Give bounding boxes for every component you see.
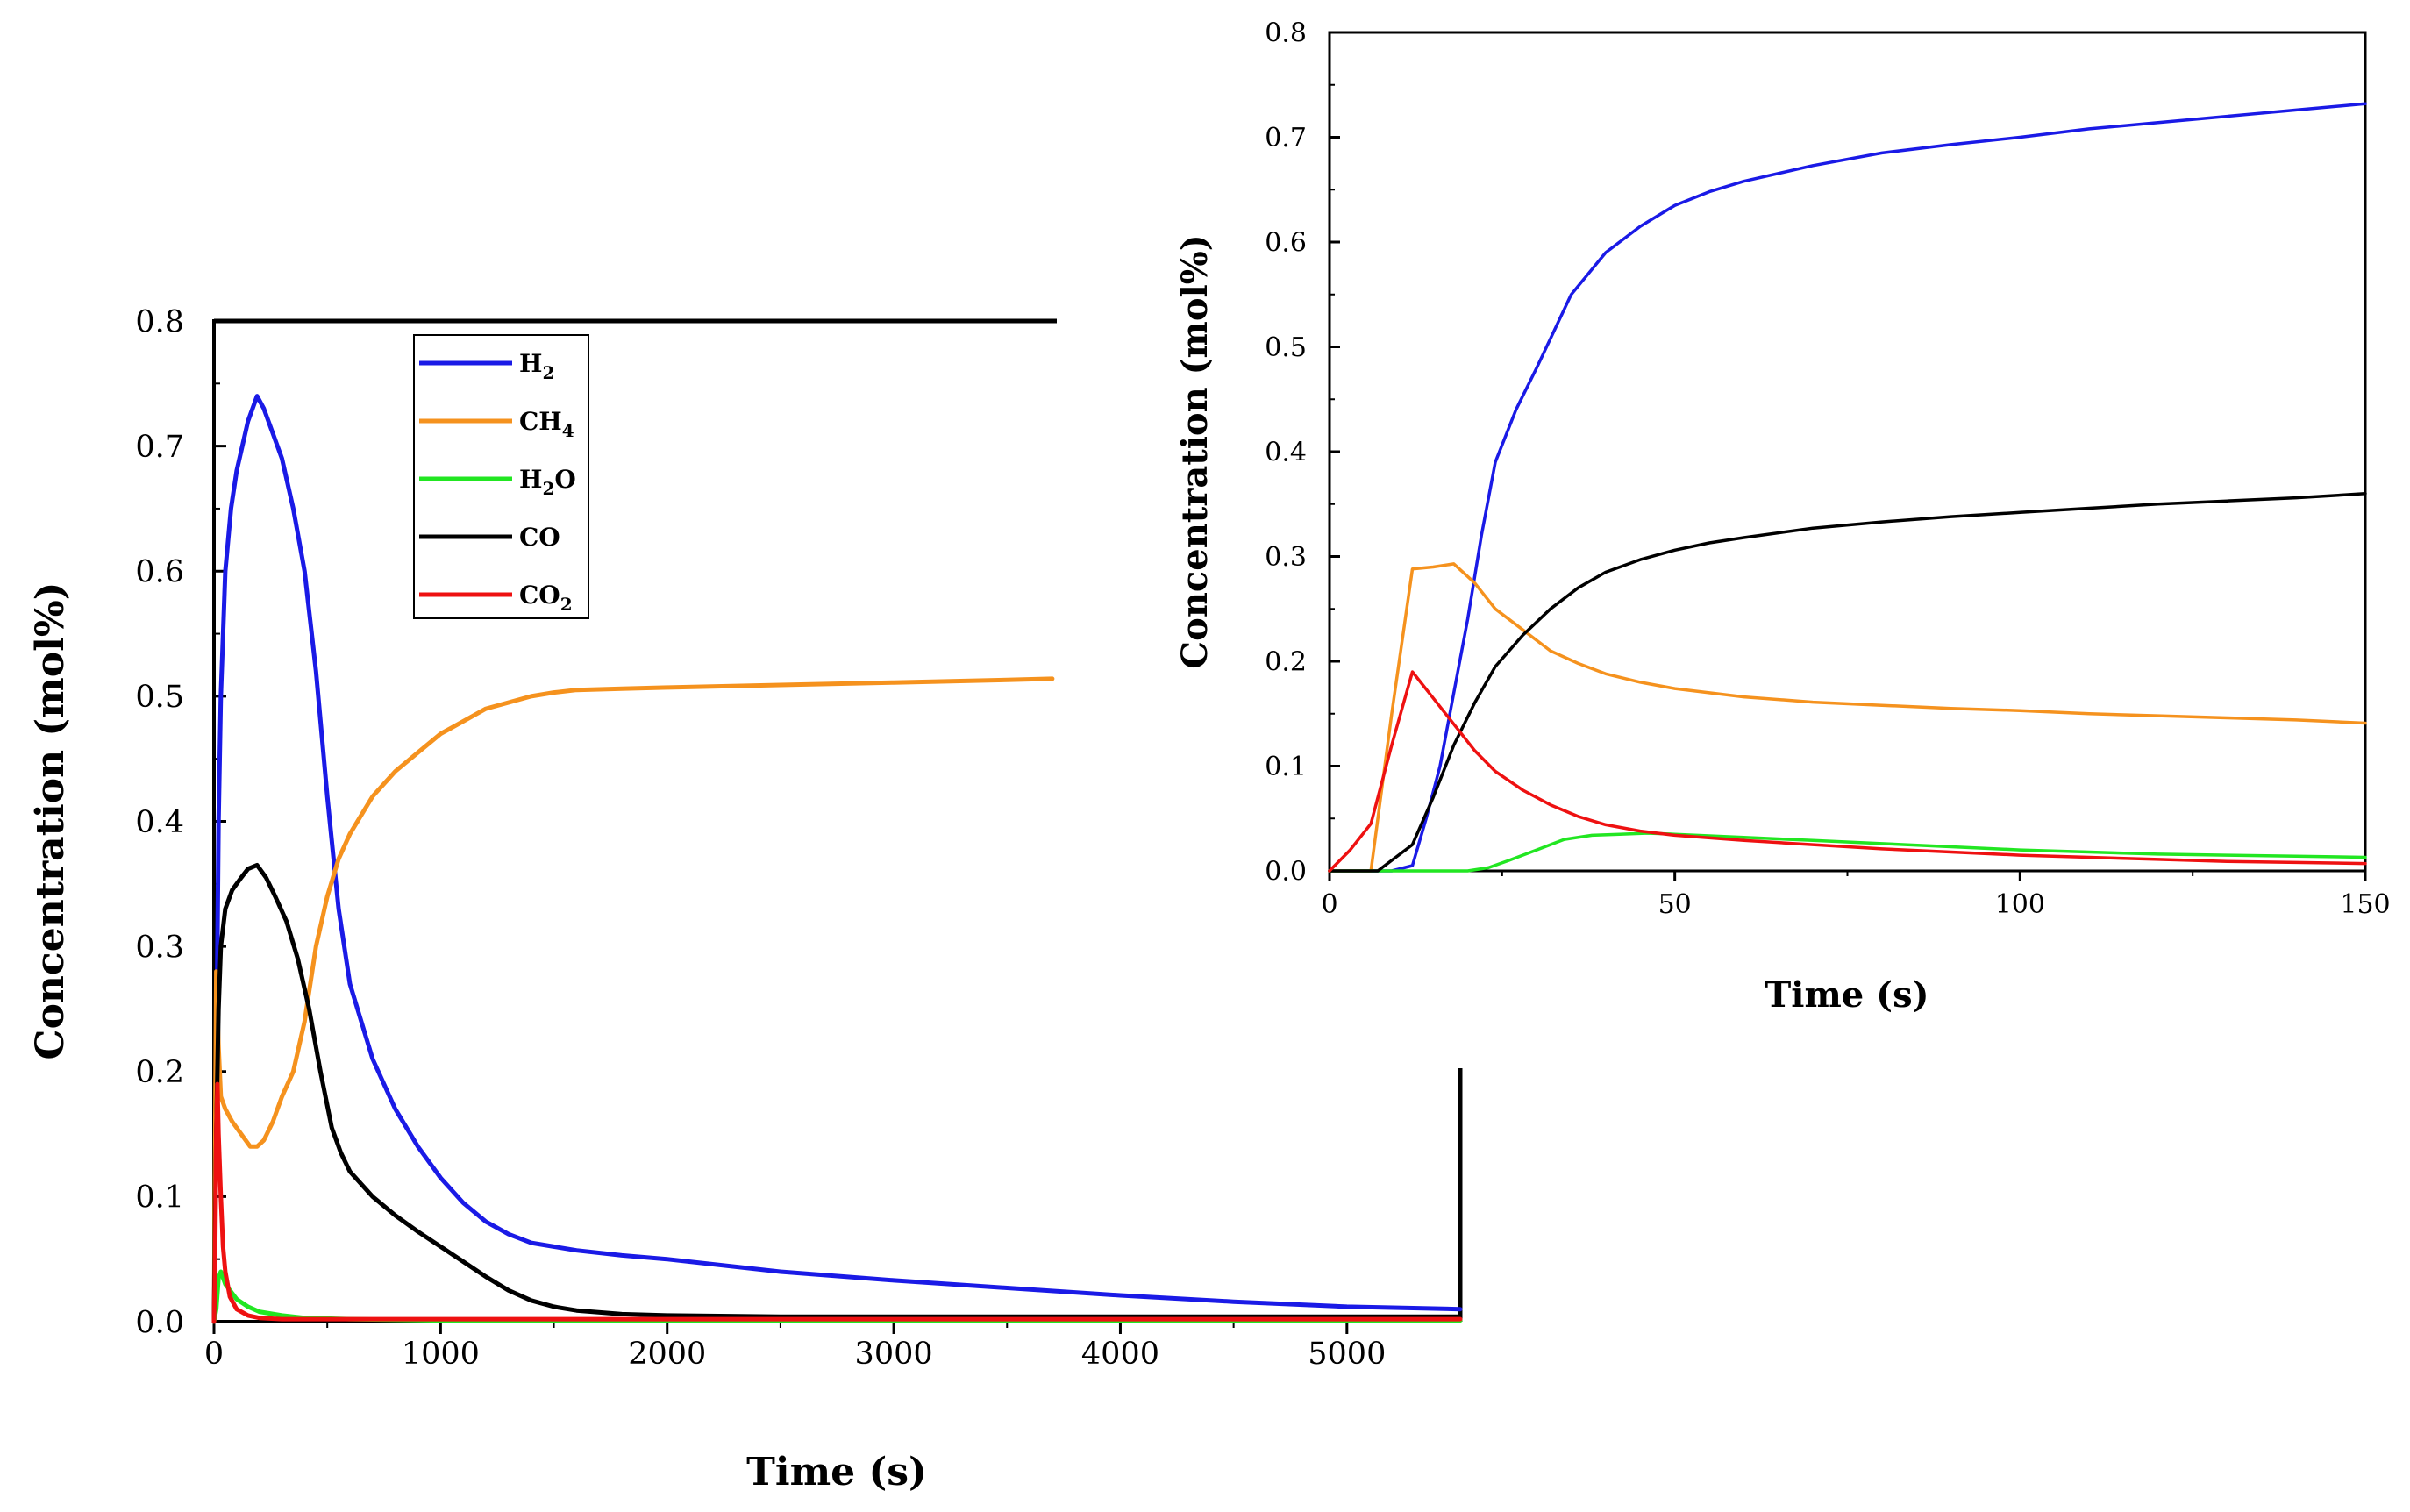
inset-series-lines: [1328, 102, 2367, 873]
y-tick-label: 0.5: [1265, 332, 1307, 363]
y-tick-label: 0.0: [135, 1305, 184, 1340]
series-line-ch4: [1328, 562, 2367, 873]
legend-label: CO2: [519, 581, 573, 615]
x-tick-label: 50: [1658, 889, 1692, 920]
y-tick-label: 0.8: [1265, 18, 1307, 49]
y-tick-label: 0.3: [1265, 542, 1307, 573]
main-ticks: 0.0 0.1 0.2 0.3 0.4 0.5 0.6 0.7 0.8 0 1000 2000 3000…: [135, 304, 1386, 1372]
x-tick-label: 2000: [628, 1337, 706, 1372]
legend: H2 CH4 H2O CO CO2: [413, 334, 589, 619]
x-tick-label: 4000: [1081, 1337, 1159, 1372]
y-tick-label: 0.2: [135, 1055, 184, 1090]
inset-chart: 0.0 0.1 0.2 0.3 0.4 0.5 0.6 0.7 0.8 0 50 100 150 Tim…: [1174, 18, 2391, 1016]
inset-x-axis-title: Time (s): [1765, 974, 1929, 1016]
series-line-co: [1328, 492, 2367, 873]
series-line-co: [211, 862, 1463, 1324]
y-tick-label: 0.4: [1265, 438, 1307, 468]
y-tick-label: 0.1: [1265, 752, 1307, 782]
legend-label: CH4: [519, 407, 574, 441]
series-line-ch4: [211, 676, 1055, 1324]
x-tick-label: 0: [204, 1337, 224, 1372]
legend-label: H2O: [519, 465, 576, 499]
x-tick-label: 100: [1995, 889, 2045, 920]
inset-ticks: 0.0 0.1 0.2 0.3 0.4 0.5 0.6 0.7 0.8 0 50 100 150: [1265, 18, 2390, 921]
series-line-h2o: [1328, 831, 2367, 873]
y-tick-label: 0.7: [1265, 123, 1307, 153]
series-line-co2: [1328, 670, 2367, 873]
y-tick-label: 0.3: [135, 930, 184, 965]
series-line-h2: [1328, 102, 2367, 873]
y-tick-label: 0.1: [135, 1180, 184, 1216]
x-tick-label: 5000: [1308, 1337, 1386, 1372]
x-tick-label: 1000: [402, 1337, 480, 1372]
y-tick-label: 0.0: [1265, 857, 1307, 888]
main-x-axis-title: Time (s): [746, 1450, 927, 1494]
series-line-h2: [211, 394, 1463, 1324]
y-tick-label: 0.6: [1265, 228, 1307, 259]
x-tick-label: 0: [1321, 889, 1337, 920]
y-tick-label: 0.4: [135, 805, 184, 840]
main-chart: 0.0 0.1 0.2 0.3 0.4 0.5 0.6 0.7 0.8 0 1000 2000 3000…: [28, 304, 1463, 1494]
y-tick-label: 0.7: [135, 430, 184, 465]
y-tick-label: 0.5: [135, 680, 184, 715]
series-line-h2o: [211, 1269, 1463, 1324]
main-series-lines: [211, 394, 1463, 1324]
legend-label: CO: [519, 523, 560, 552]
main-y-axis-title: Concentration (mol%): [28, 582, 73, 1060]
y-tick-label: 0.8: [135, 304, 184, 339]
legend-label: H2: [519, 349, 554, 383]
x-tick-label: 150: [2340, 889, 2390, 920]
y-tick-label: 0.2: [1265, 647, 1307, 678]
x-tick-label: 3000: [855, 1337, 933, 1372]
series-line-co2: [211, 1081, 1463, 1324]
inset-y-axis-title: Concentration (mol%): [1174, 234, 1216, 668]
y-tick-label: 0.6: [135, 555, 184, 590]
